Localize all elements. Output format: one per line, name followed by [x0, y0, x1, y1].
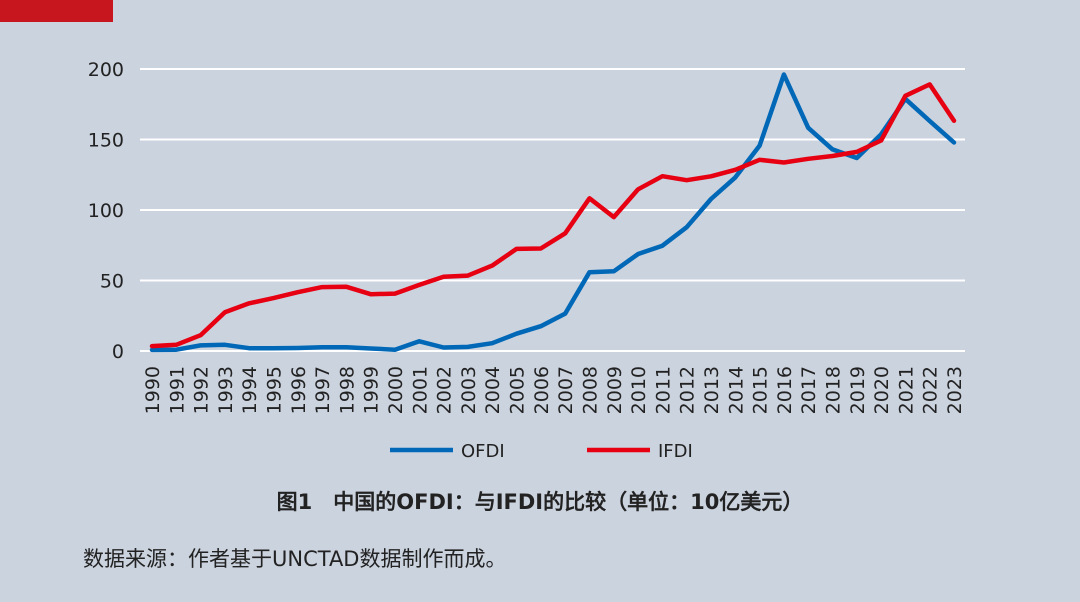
x-tick-label: 1998: [336, 366, 358, 414]
x-tick-label: 2019: [847, 366, 869, 414]
x-tick-label: 1995: [264, 366, 286, 414]
x-tick-label: 2015: [750, 366, 772, 414]
y-tick-label: 100: [88, 200, 124, 222]
x-tick-label: 2021: [895, 366, 917, 414]
x-tick-label: 1992: [191, 366, 213, 414]
y-tick-label: 200: [88, 59, 124, 81]
x-tick-label: 1991: [166, 366, 188, 414]
source-note: 数据来源：作者基于UNCTAD数据制作而成。: [83, 547, 507, 571]
x-tick-label: 2023: [944, 366, 966, 414]
x-tick-label: 2020: [871, 366, 893, 414]
x-tick-label: 2003: [458, 366, 480, 414]
x-tick-label: 1993: [215, 366, 237, 414]
series-line-ofdi: [149, 72, 957, 353]
x-tick-label: 2012: [677, 366, 699, 414]
x-tick-label: 2017: [798, 366, 820, 414]
figure-caption: 图1 中国的OFDI：与IFDI的比较（单位：10亿美元）: [276, 490, 804, 514]
x-tick-label: 1997: [312, 366, 334, 414]
x-tick-label: 2009: [604, 366, 626, 414]
x-tick-label: 2010: [628, 366, 650, 414]
x-tick-label: 1999: [361, 366, 383, 414]
x-tick-label: 2000: [385, 366, 407, 414]
y-tick-label: 50: [100, 271, 124, 293]
series-line-ifdi: [149, 82, 957, 349]
x-tick-label: 2004: [482, 366, 504, 414]
x-tick-label: 2018: [822, 366, 844, 414]
x-tick-label: 2008: [579, 366, 601, 414]
line-chart: 0 50 100 150 200 1990 1991 1992 1993 1994 1995 1996…: [88, 59, 966, 462]
x-tick-label: 2014: [725, 366, 747, 414]
x-tick-label: 2002: [434, 366, 456, 414]
x-tick-label: 1996: [288, 366, 310, 414]
x-tick-label: 2007: [555, 366, 577, 414]
y-tick-label: 0: [112, 341, 124, 363]
legend-label-ofdi: OFDI: [461, 441, 505, 462]
x-tick-label: 2005: [507, 366, 529, 414]
legend-label-ifdi: IFDI: [658, 441, 693, 462]
x-tick-label: 2016: [774, 366, 796, 414]
x-tick-label: 1990: [142, 366, 164, 414]
y-tick-label: 150: [88, 130, 124, 152]
x-tick-label: 2011: [652, 366, 674, 414]
corner-accent-bar: [0, 0, 113, 22]
x-tick-label: 1994: [239, 366, 261, 414]
x-tick-label: 2022: [920, 366, 942, 414]
x-tick-label: 2001: [409, 366, 431, 414]
x-tick-label: 2006: [531, 366, 553, 414]
x-tick-label: 2013: [701, 366, 723, 414]
